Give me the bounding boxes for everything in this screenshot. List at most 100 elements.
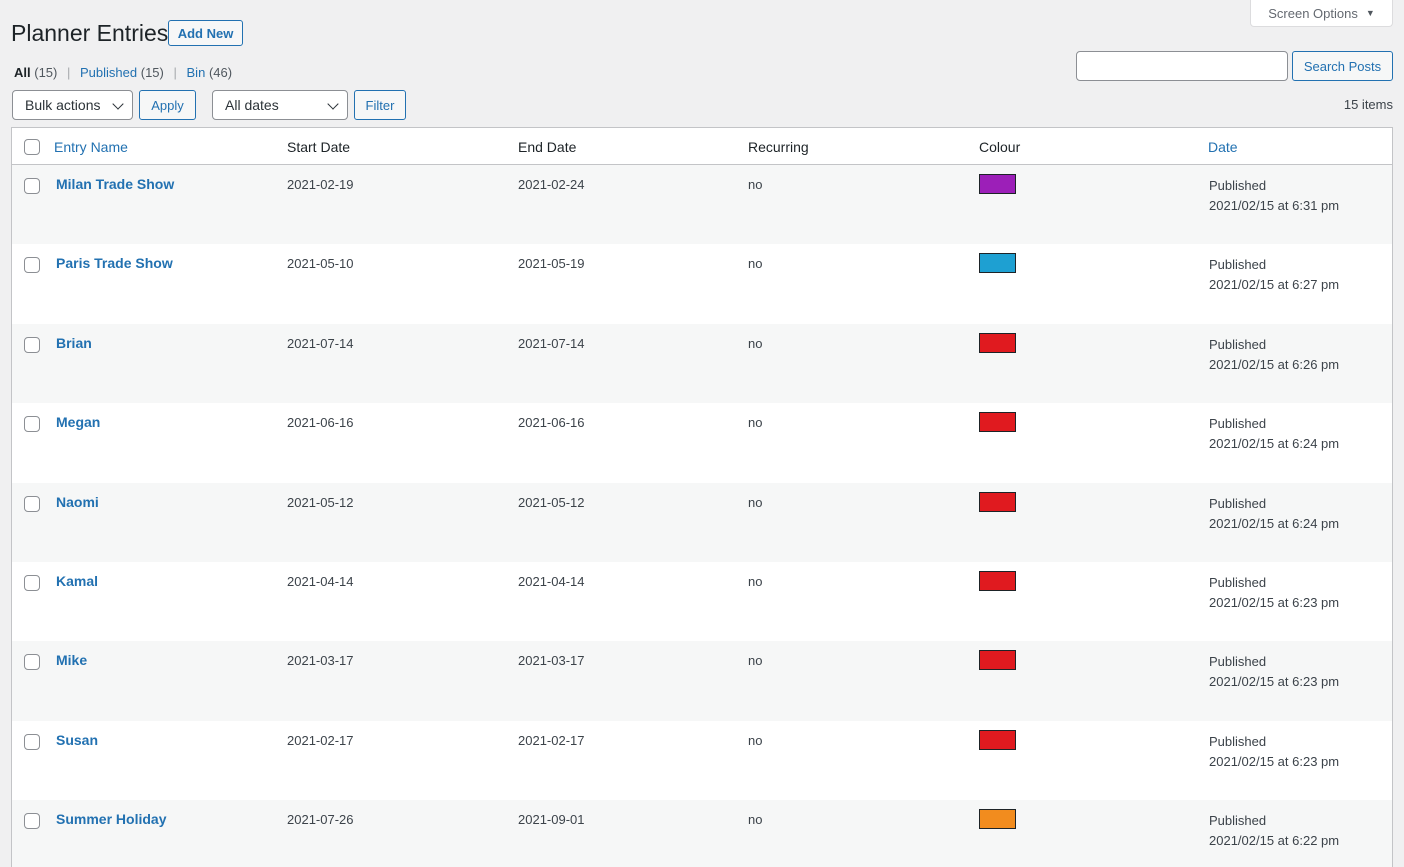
bulk-actions-value: Bulk actions [25,97,101,113]
post-date: 2021/02/15 at 6:23 pm [1209,594,1340,610]
select-all-checkbox[interactable] [24,139,40,155]
post-status: Published [1209,257,1267,273]
table-header: Entry Name Start Date End Date Recurring… [12,128,1392,165]
colour-swatch [979,253,1016,274]
table-row: Mike 2021-03-17 2021-03-17 no Published 2021/… [12,641,1392,721]
view-separator: | [67,65,71,80]
date-filter-value: All dates [225,97,279,113]
start-date-cell: 2021-02-17 [287,732,354,748]
colour-swatch [979,174,1016,194]
end-date-cell: 2021-06-16 [518,415,585,431]
post-date: 2021/02/15 at 6:27 pm [1209,277,1340,293]
date-cell: Published 2021/02/15 at 6:24 pm [1209,414,1339,454]
table-row: Susan 2021-02-17 2021-02-17 no Published 2021… [12,721,1392,800]
view-all-count: (15) [34,65,58,80]
row-checkbox[interactable] [24,495,40,512]
date-cell: Published 2021/02/15 at 6:31 pm [1209,176,1339,216]
end-date-cell: 2021-04-14 [518,573,585,589]
post-date: 2021/02/15 at 6:31 pm [1209,198,1340,213]
chevron-down-icon [327,98,339,110]
search-posts-button[interactable]: Search Posts [1292,51,1393,81]
filter-button[interactable]: Filter [354,90,406,120]
date-cell: Published 2021/02/15 at 6:22 pm [1209,811,1339,851]
date-cell: Published 2021/02/15 at 6:24 pm [1209,494,1339,534]
end-date-cell: 2021-02-17 [518,732,585,748]
row-checkbox[interactable] [24,733,40,750]
recurring-cell: no [748,415,763,431]
end-date-cell: 2021-02-24 [518,177,585,192]
entry-name-link[interactable]: Megan [56,414,101,431]
post-status: Published [1209,178,1267,193]
start-date-cell: 2021-05-12 [287,494,354,510]
start-date-cell: 2021-02-19 [287,177,354,192]
entry-name-link[interactable]: Susan [56,731,99,748]
view-published-link[interactable]: Published [80,65,138,80]
colour-swatch [979,491,1016,512]
end-date-cell: 2021-09-01 [518,812,585,828]
recurring-cell: no [748,573,763,589]
entry-name-link[interactable]: Milan Trade Show [56,176,175,192]
date-filter-select[interactable]: All dates [212,90,348,120]
recurring-cell: no [748,177,763,192]
colour-swatch [979,809,1016,830]
table-row: Kamal 2021-04-14 2021-04-14 no Published 2021… [12,562,1392,641]
row-checkbox[interactable] [24,813,40,830]
apply-button[interactable]: Apply [139,90,196,120]
recurring-cell: no [748,653,763,669]
date-cell: Published 2021/02/15 at 6:27 pm [1209,255,1339,295]
post-date: 2021/02/15 at 6:23 pm [1209,753,1340,769]
entry-name-link[interactable]: Kamal [56,572,99,589]
end-date-cell: 2021-05-19 [518,256,585,272]
row-checkbox[interactable] [24,416,40,433]
entries-table: Entry Name Start Date End Date Recurring… [11,127,1393,867]
post-date: 2021/02/15 at 6:24 pm [1209,436,1340,452]
column-header-entry-name[interactable]: Entry Name [54,139,128,155]
add-new-button[interactable]: Add New [168,20,243,46]
row-checkbox[interactable] [24,654,40,671]
end-date-cell: 2021-05-12 [518,494,585,510]
entry-name-link[interactable]: Brian [56,334,92,351]
table-row: Summer Holiday 2021-07-26 2021-09-01 no Publ… [12,800,1392,867]
view-published-count: (15) [140,65,164,80]
entry-name-link[interactable]: Summer Holiday [56,811,167,828]
colour-swatch [979,332,1016,353]
search-input[interactable] [1076,51,1288,81]
view-bin-link[interactable]: Bin [186,65,206,80]
start-date-cell: 2021-03-17 [287,653,354,669]
view-all-link[interactable]: All [14,65,31,80]
entry-name-link[interactable]: Paris Trade Show [56,255,173,272]
screen-options-button[interactable]: Screen Options ▼ [1250,0,1393,27]
row-checkbox[interactable] [24,336,40,353]
column-header-date[interactable]: Date [1208,139,1238,155]
view-bin-count: (46) [208,65,233,80]
recurring-cell: no [748,494,763,510]
start-date-cell: 2021-07-26 [287,812,354,828]
row-checkbox[interactable] [24,178,40,194]
start-date-cell: 2021-07-14 [287,335,354,351]
date-cell: Published 2021/02/15 at 6:23 pm [1209,732,1339,772]
post-status: Published [1209,813,1267,829]
column-header-start-date: Start Date [287,139,351,155]
table-row: Brian 2021-07-14 2021-07-14 no Published 2021… [12,323,1392,404]
bulk-actions-select[interactable]: Bulk actions [12,90,133,120]
page-title: Planner Entries [11,20,169,46]
recurring-cell: no [748,256,763,272]
post-date: 2021/02/15 at 6:23 pm [1209,674,1340,690]
recurring-cell: no [748,732,763,748]
post-status: Published [1209,336,1267,352]
items-count: 15 items [1343,97,1393,112]
column-header-recurring: Recurring [748,139,809,155]
entry-name-link[interactable]: Naomi [56,493,99,510]
table-body: Milan Trade Show 2021-02-19 2021-02-24 no Pu… [12,165,1392,867]
row-checkbox[interactable] [24,574,40,591]
post-date: 2021/02/15 at 6:24 pm [1209,515,1340,531]
entry-name-link[interactable]: Mike [56,652,88,669]
status-views: All (15) | Published (15) | Bin (46) [14,65,232,80]
end-date-cell: 2021-07-14 [518,335,585,351]
post-status: Published [1209,733,1267,749]
post-date: 2021/02/15 at 6:26 pm [1209,356,1340,372]
column-header-end-date: End Date [518,139,577,155]
row-checkbox[interactable] [24,257,40,274]
post-status: Published [1209,416,1267,432]
table-row: Megan 2021-06-16 2021-06-16 no Published 2021… [12,403,1392,482]
